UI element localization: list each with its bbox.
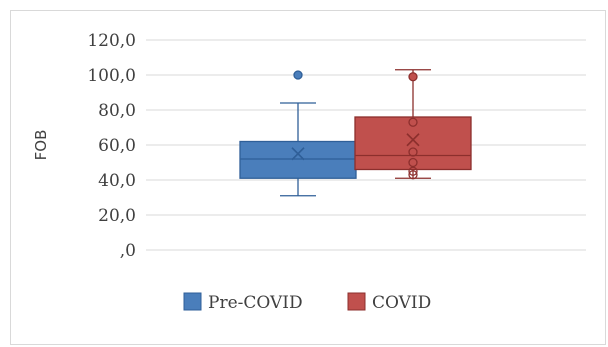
y-tick-label: 120,0 xyxy=(87,31,136,51)
mean-marker xyxy=(406,133,420,147)
outlier-point xyxy=(408,166,418,176)
outlier-point xyxy=(408,170,418,180)
y-axis-label: FOB xyxy=(32,130,50,161)
mean-marker xyxy=(291,147,305,161)
y-tick-label: 100,0 xyxy=(87,66,136,86)
y-tick-label: 20,0 xyxy=(98,206,136,226)
box-covid xyxy=(354,69,472,180)
y-tick-label: 60,0 xyxy=(98,136,136,156)
outlier-point xyxy=(408,72,418,82)
y-tick-label: ,0 xyxy=(120,241,136,261)
outlier-point xyxy=(293,70,303,80)
legend-label: COVID xyxy=(372,293,431,313)
box-pre-covid xyxy=(239,70,357,197)
legend-swatch xyxy=(347,292,366,311)
y-tick-label: 40,0 xyxy=(98,171,136,191)
legend-item: Pre-COVID xyxy=(183,292,303,313)
legend-label: Pre-COVID xyxy=(208,293,303,313)
iqr-box xyxy=(239,140,357,179)
iqr-box xyxy=(354,116,472,171)
outlier-point xyxy=(408,157,418,168)
outlier-point xyxy=(408,147,418,157)
y-tick-label: 80,0 xyxy=(98,101,136,121)
legend-item: COVID xyxy=(347,292,431,313)
outlier-point xyxy=(408,117,418,127)
legend-swatch xyxy=(183,292,202,311)
